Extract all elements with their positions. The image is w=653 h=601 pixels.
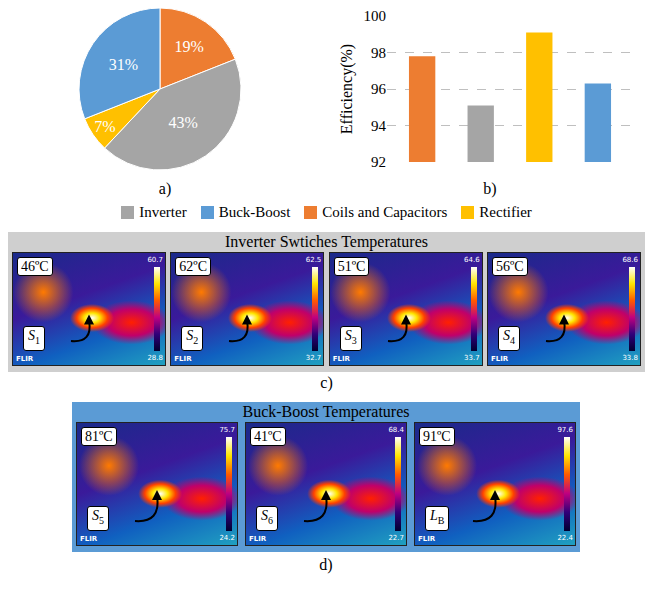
html-text:FLIR: FLIR: [332, 355, 350, 363]
html-text:S2: S2: [186, 328, 199, 346]
html-text:FLIR: FLIR: [16, 355, 34, 363]
svg-text:19%: 19%: [174, 38, 203, 55]
html-text:Coils and Capacitors: Coils and Capacitors: [322, 204, 448, 220]
html-text:33.8: 33.8: [622, 354, 638, 362]
svg-text:Efficiency(%): Efficiency(%): [338, 44, 356, 134]
html-text:22.7: 22.7: [388, 534, 404, 542]
html-text:56ºC: 56ºC: [496, 259, 524, 274]
html-text:S1: S1: [28, 328, 40, 346]
html-text:d): d): [319, 556, 333, 573]
svg-text:92: 92: [371, 154, 386, 170]
html-text:97.6: 97.6: [557, 426, 573, 434]
html-text:a): a): [158, 180, 172, 197]
html-text:S5: S5: [92, 508, 104, 526]
html-text:46ºC: 46ºC: [21, 259, 49, 274]
html-text:62ºC: 62ºC: [179, 259, 207, 274]
html-text:32.7: 32.7: [305, 354, 322, 362]
html-text:FLIR: FLIR: [249, 535, 267, 543]
html-text:FLIR: FLIR: [418, 535, 436, 543]
html-text:68.6: 68.6: [622, 256, 638, 264]
html-text:41ºC: 41ºC: [254, 429, 282, 444]
html-text:S4: S4: [503, 328, 515, 346]
html-text:c): c): [320, 374, 333, 391]
html-text:S6: S6: [261, 508, 273, 526]
svg-text:100: 100: [364, 8, 387, 24]
html-text:75.7: 75.7: [219, 426, 235, 434]
html-text:22.4: 22.4: [557, 534, 573, 542]
html-text:S3: S3: [344, 328, 357, 346]
html-text:28.8: 28.8: [147, 354, 163, 362]
html-text:33.7: 33.7: [464, 354, 480, 362]
html-text:24.2: 24.2: [219, 534, 235, 542]
html-text:62.5: 62.5: [305, 256, 322, 264]
html-text:FLIR: FLIR: [174, 355, 192, 363]
svg-text:7%: 7%: [94, 118, 115, 135]
html-text:60.7: 60.7: [147, 256, 163, 264]
svg-text:96: 96: [371, 81, 387, 97]
html-text:FLIR: FLIR: [80, 535, 98, 543]
html-text:LB: LB: [430, 508, 445, 526]
svg-text:43%: 43%: [168, 114, 197, 131]
svg-text:31%: 31%: [109, 56, 138, 73]
html-text:b): b): [483, 180, 497, 197]
html-text:64.6: 64.6: [464, 256, 480, 264]
html-text:Rectifier: Rectifier: [479, 204, 532, 220]
html-text:51ºC: 51ºC: [337, 259, 366, 274]
html-text:Buck-Boost Temperatures: Buck-Boost Temperatures: [242, 403, 410, 420]
svg-text:94: 94: [371, 118, 387, 134]
html-text:68.4: 68.4: [388, 426, 404, 434]
html-text:Inverter Swtiches Temperatures: Inverter Swtiches Temperatures: [225, 233, 428, 250]
html-text:Inverter: Inverter: [139, 204, 187, 220]
html-text:81ºC: 81ºC: [85, 429, 113, 444]
html-text:FLIR: FLIR: [491, 355, 509, 363]
html-text:Buck-Boost: Buck-Boost: [218, 204, 291, 220]
html-text:91ºC: 91ºC: [423, 429, 451, 444]
svg-text:98: 98: [371, 45, 386, 61]
